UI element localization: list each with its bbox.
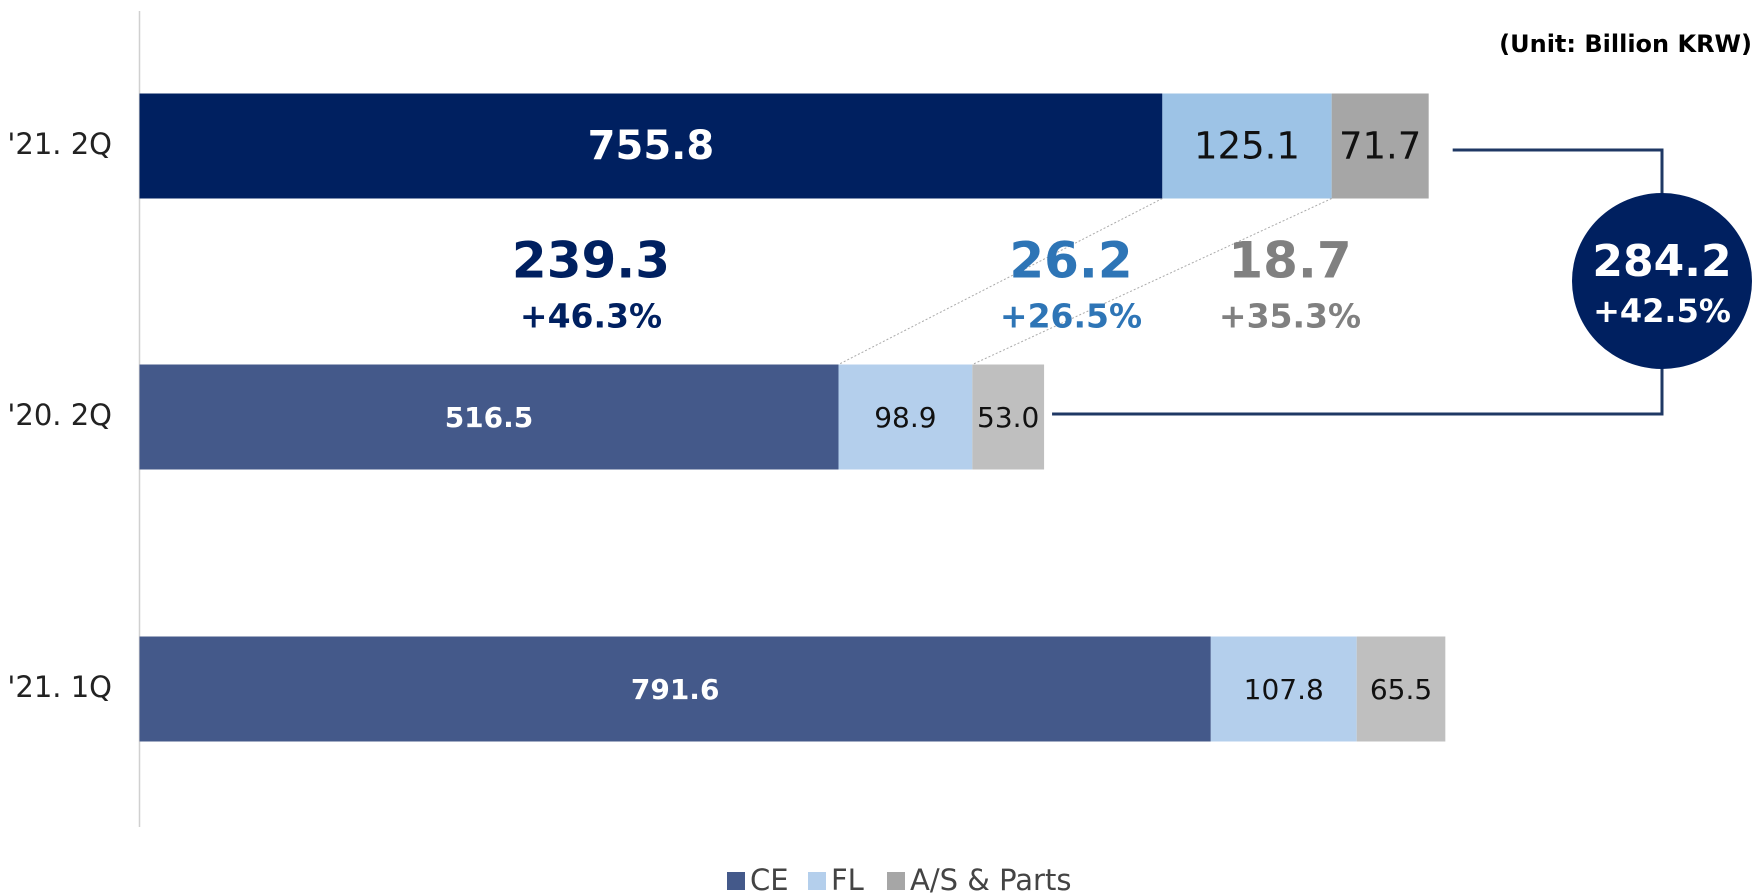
bar-segment <box>139 93 1163 199</box>
value-label: 516.5 <box>445 401 534 434</box>
legend-swatch <box>808 872 826 890</box>
legend-label: FL <box>831 863 864 895</box>
value-label: 125.1 <box>1194 125 1300 168</box>
bar-segment <box>1210 636 1357 742</box>
change-value: 18.7 <box>1228 232 1351 290</box>
category-label: '20. 2Q <box>7 398 112 432</box>
total-bubble <box>1572 193 1752 369</box>
guide-line <box>838 198 1163 365</box>
change-value: 239.3 <box>512 232 670 290</box>
category-label: '21. 1Q <box>7 670 112 704</box>
legend-label: A/S & Parts <box>910 863 1071 895</box>
legend-label: CE <box>750 863 789 895</box>
value-label: 791.6 <box>631 673 720 706</box>
bar-segment <box>139 636 1211 742</box>
value-label: 98.9 <box>874 401 936 434</box>
value-label: 71.7 <box>1339 125 1421 168</box>
bar-segment <box>838 364 973 470</box>
category-label: '21. 2Q <box>7 127 112 161</box>
change-pct: +26.5% <box>1000 297 1142 336</box>
value-label: 755.8 <box>588 123 715 169</box>
bar-segment <box>1162 93 1332 199</box>
change-value: 26.2 <box>1009 232 1132 290</box>
value-label: 65.5 <box>1370 673 1432 706</box>
unit-label: (Unit: Billion KRW) <box>1499 30 1752 58</box>
total-pct: +42.5% <box>1593 292 1731 330</box>
legend-swatch <box>727 872 745 890</box>
bar-segment <box>1331 93 1429 199</box>
value-label: 107.8 <box>1244 673 1324 706</box>
bar-segment <box>139 364 839 470</box>
total-value: 284.2 <box>1592 236 1731 287</box>
guide-line <box>972 198 1332 365</box>
bar-segment <box>972 364 1045 470</box>
bar-segment <box>1356 636 1446 742</box>
value-label: 53.0 <box>977 401 1039 434</box>
change-pct: +35.3% <box>1219 297 1361 336</box>
change-pct: +46.3% <box>520 297 662 336</box>
legend-swatch <box>887 872 905 890</box>
